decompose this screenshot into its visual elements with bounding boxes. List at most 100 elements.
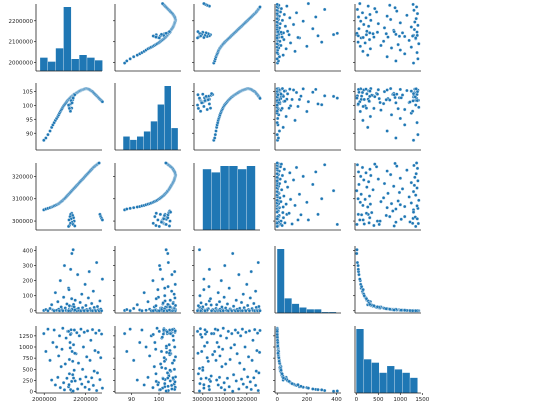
y-tick-label: 200 [23, 279, 34, 285]
panel-r1-c4 [273, 1, 341, 72]
scatter-point [218, 334, 223, 338]
scatter-point [49, 302, 54, 307]
scatter-point [98, 377, 102, 382]
scatter-point [415, 89, 420, 94]
panel-r2-c3 [192, 83, 262, 151]
scatter-point [253, 289, 258, 293]
hist-bar [371, 362, 380, 393]
scatter-point [409, 89, 414, 93]
scatter-point [371, 31, 375, 36]
scatter-point [128, 308, 132, 313]
scatter-point [168, 305, 172, 309]
scatter-point [212, 349, 217, 354]
scatter-point [275, 109, 279, 113]
scatter-point [357, 272, 361, 277]
scatter-point [75, 330, 79, 335]
scatter-point [71, 389, 75, 393]
scatter-point [241, 382, 246, 386]
scatter-point [252, 327, 257, 332]
scatter-point [140, 308, 144, 313]
scatter-point [362, 293, 367, 298]
scatter-point [276, 92, 280, 97]
scatter-point [314, 87, 318, 92]
scatter-point [248, 380, 253, 384]
scatter-point [357, 182, 361, 187]
scatter-point [241, 292, 246, 296]
scatter-point [53, 383, 58, 387]
hist-bar [137, 136, 144, 150]
scatter-point [243, 345, 247, 349]
scatter-point [71, 247, 75, 252]
scatter-point [168, 210, 173, 214]
scatter-point [388, 17, 393, 22]
scatter-point [280, 372, 284, 376]
scatter-point [234, 298, 239, 302]
scatter-point [360, 11, 365, 15]
scatter-point [414, 87, 418, 91]
scatter-point [306, 1, 311, 6]
scatter-point [294, 11, 299, 15]
scatter-point [382, 89, 387, 94]
scatter-point [128, 327, 132, 331]
scatter-point [281, 125, 285, 130]
scatter-point [223, 388, 227, 392]
scatter-point [197, 96, 202, 100]
hist-bar [387, 366, 395, 393]
scatter-point [395, 9, 399, 13]
scatter-point [280, 35, 284, 39]
scatter-point [229, 346, 233, 350]
scatter-point [238, 334, 243, 338]
scatter-point [372, 223, 376, 228]
y-tick-label: 400 [23, 249, 34, 255]
scatter-point [202, 386, 206, 390]
scatter-point [275, 16, 279, 21]
scatter-point [170, 272, 174, 277]
scatter-point [220, 364, 224, 369]
panel-r4-c4 [274, 246, 341, 314]
scatter-point [99, 332, 104, 336]
scatter-point [86, 380, 91, 384]
scatter-point [198, 332, 203, 337]
scatter-point [70, 349, 74, 354]
scatter-point [355, 222, 359, 227]
scatter-point [275, 329, 279, 334]
scatter-point [157, 263, 162, 268]
scatter-point [373, 6, 377, 11]
hist-bar [306, 309, 314, 313]
scatter-point [364, 33, 369, 37]
scatter-point [205, 107, 209, 112]
scatter-point [73, 92, 77, 97]
scatter-point [373, 162, 377, 166]
scatter-point [372, 35, 376, 39]
scatter-point [291, 88, 296, 92]
scatter-point [279, 6, 284, 11]
scatter-point [413, 103, 418, 107]
scatter-point [216, 290, 220, 295]
hist-bar [394, 369, 403, 393]
scatter-point [73, 308, 77, 312]
y-tick-label: 310000 [12, 197, 33, 203]
scatter-point [202, 35, 206, 40]
scatter-point [285, 185, 290, 189]
scatter-point [388, 86, 393, 91]
scatter-point [76, 361, 81, 365]
y-tick-label: 320000 [12, 174, 33, 180]
scatter-point [392, 29, 396, 34]
scatter-point [294, 90, 299, 95]
hist-bar [171, 128, 178, 150]
scatter-point [368, 167, 372, 172]
scatter-point [228, 357, 232, 362]
scatter-point [275, 332, 279, 337]
scatter-point [73, 298, 77, 302]
scatter-point [361, 203, 365, 208]
hist-bar [379, 372, 387, 393]
scatter-point [410, 308, 415, 313]
scatter-point [170, 327, 175, 332]
x-tick-label: 2200000 [73, 397, 98, 403]
scatter-point [131, 205, 136, 210]
hist-bar [229, 166, 238, 230]
scatter-point [280, 173, 285, 178]
scatter-point [144, 345, 148, 349]
scatter-point [209, 308, 214, 313]
scatter-point [173, 282, 178, 287]
